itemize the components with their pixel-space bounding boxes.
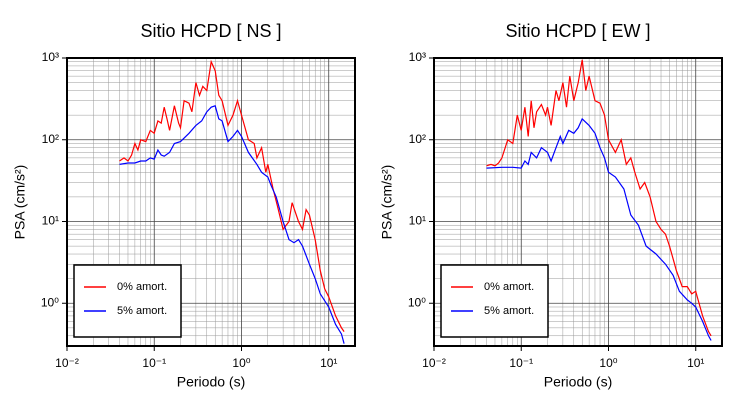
y-tick-label: 10² <box>409 132 426 146</box>
y-tick-label: 10¹ <box>42 214 59 228</box>
legend-label: 5% amort. <box>484 305 534 317</box>
x-tick-label: 10⁻² <box>422 356 446 370</box>
series-line <box>119 59 345 332</box>
x-tick-label: 10⁻¹ <box>509 356 533 370</box>
y-tick-label: 10¹ <box>409 214 426 228</box>
y-tick-label: 10² <box>42 132 59 146</box>
chart-title: Sitio HCPD [ NS ] <box>140 21 281 41</box>
y-tick-label: 10⁰ <box>408 295 426 309</box>
series-line <box>486 59 712 337</box>
x-tick-label: 10¹ <box>687 356 704 370</box>
legend-label: 0% amort. <box>117 281 167 293</box>
y-axis-label: PSA (cm/s²) <box>12 165 28 240</box>
y-tick-label: 10³ <box>409 50 426 64</box>
plot-frame <box>66 57 356 347</box>
chart-title: Sitio HCPD [ EW ] <box>505 21 650 41</box>
x-axis-label: Periodo (s) <box>544 374 612 390</box>
x-tick-label: 10⁰ <box>232 356 250 370</box>
x-tick-label: 10⁻¹ <box>142 356 166 370</box>
series-line <box>119 105 345 344</box>
series-line <box>486 117 712 341</box>
y-tick-label: 10³ <box>42 50 59 64</box>
legend-box <box>73 264 182 338</box>
legend-label: 5% amort. <box>117 305 167 317</box>
x-tick-label: 10⁻² <box>55 356 79 370</box>
y-axis-label: PSA (cm/s²) <box>379 165 395 240</box>
panel: Sitio HCPD [ NS ] 10⁻² 10⁻¹ 10⁰ 10¹ 10⁰ 10¹ 10²… <box>12 21 356 390</box>
plot-frame <box>433 57 723 347</box>
legend-box <box>440 264 549 338</box>
x-axis-label: Periodo (s) <box>177 374 245 390</box>
x-tick-label: 10¹ <box>320 356 337 370</box>
y-tick-label: 10⁰ <box>41 295 59 309</box>
panel: Sitio HCPD [ EW ] 10⁻² 10⁻¹ 10⁰ 10¹ 10⁰ 10¹ 10²… <box>379 21 723 390</box>
legend-label: 0% amort. <box>484 281 534 293</box>
x-tick-label: 10⁰ <box>599 356 617 370</box>
